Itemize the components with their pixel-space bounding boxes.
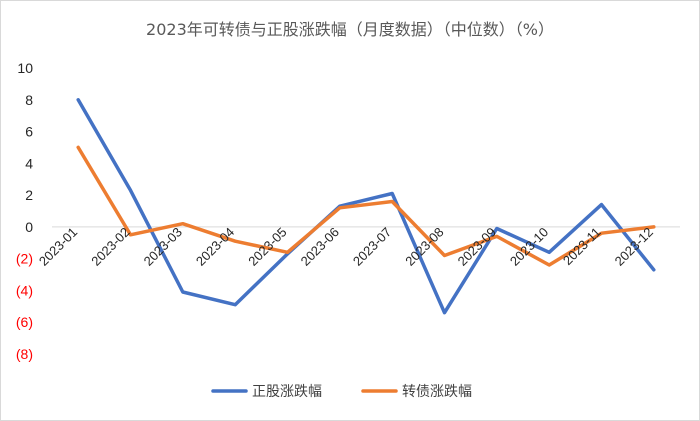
y-tick-label: (6) bbox=[16, 314, 33, 330]
y-tick-label: 2 bbox=[25, 187, 33, 203]
legend: 正股涨跌幅 转债涨跌幅 bbox=[211, 384, 472, 400]
y-tick-label: (2) bbox=[16, 251, 33, 267]
x-tick-label: 2023-11 bbox=[560, 224, 604, 268]
y-tick-label: 4 bbox=[25, 155, 33, 171]
y-tick-label: 6 bbox=[25, 124, 33, 140]
x-tick-label: 2023-06 bbox=[298, 224, 342, 268]
x-tick-label: 2023-02 bbox=[88, 224, 132, 268]
series-line-1 bbox=[76, 145, 656, 267]
y-tick-label: (4) bbox=[16, 282, 33, 298]
x-tick-label: 2023-05 bbox=[245, 224, 289, 268]
chart-title: 2023年可转债与正股涨跌幅（月度数据）（中位数）（%） bbox=[146, 20, 554, 39]
axis-layer: 10 8 6 4 2 0 (2) (4) (6) (8) bbox=[16, 60, 680, 362]
series-layer bbox=[76, 98, 656, 315]
legend-label-0: 正股涨跌幅 bbox=[252, 384, 322, 400]
y-tick-label: 8 bbox=[25, 92, 33, 108]
x-tick-label: 2023-07 bbox=[350, 224, 394, 268]
y-tick-label: (8) bbox=[16, 346, 33, 362]
y-tick-label: 0 bbox=[25, 219, 33, 235]
series-line-0 bbox=[76, 98, 656, 315]
x-tick-label: 2023-01 bbox=[36, 224, 80, 268]
y-tick-label: 10 bbox=[17, 60, 33, 76]
legend-label-1: 转债涨跌幅 bbox=[402, 384, 472, 400]
